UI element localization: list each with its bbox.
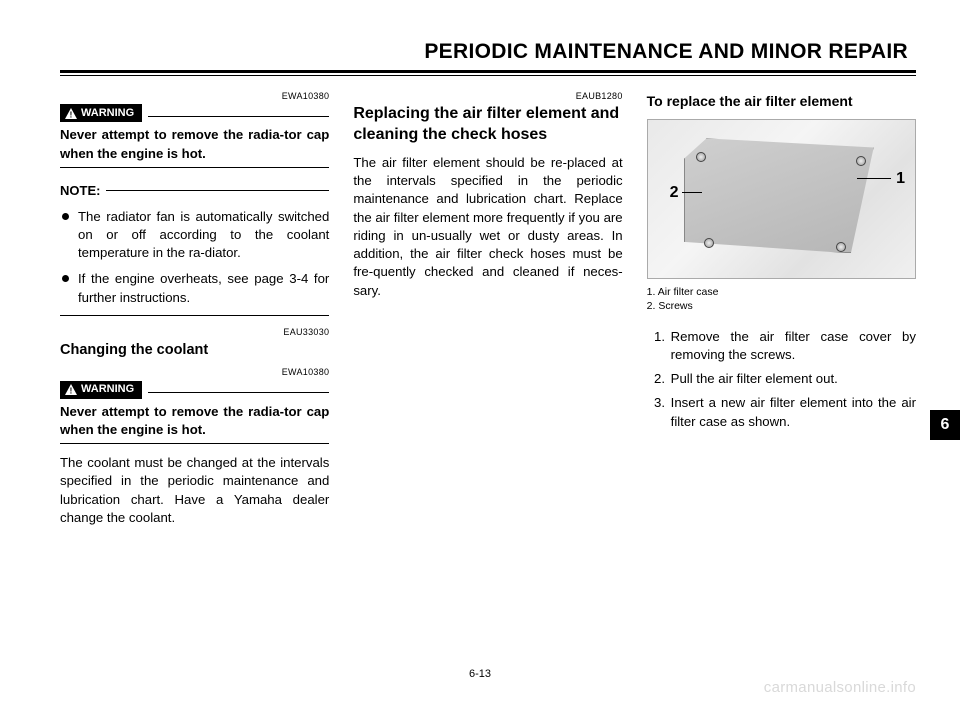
section-title-air-filter: Replacing the air filter element and cle… xyxy=(353,104,622,146)
divider xyxy=(60,167,329,168)
note-item: The radiator fan is automatically switch… xyxy=(78,208,329,263)
coolant-body: The coolant must be changed at the inter… xyxy=(60,454,329,527)
callout-line xyxy=(682,192,702,193)
warning-label: WARNING xyxy=(81,384,134,395)
column-2: EAUB1280 Replacing the air filter elemen… xyxy=(353,90,622,527)
ref-code: EAUB1280 xyxy=(353,90,622,102)
warning-rule xyxy=(148,392,329,393)
callout-2: 2 xyxy=(670,182,679,204)
warning-text: Never attempt to remove the radia-tor ca… xyxy=(60,403,329,439)
warning-badge: ! WARNING xyxy=(60,381,142,399)
svg-text:!: ! xyxy=(70,110,73,119)
air-filter-figure: 1 2 xyxy=(647,119,916,279)
figure-screw xyxy=(704,238,714,248)
figure-screw xyxy=(836,242,846,252)
note-label: NOTE: xyxy=(60,182,100,200)
note-list: The radiator fan is automatically switch… xyxy=(60,208,329,307)
air-filter-body: The air filter element should be re-plac… xyxy=(353,154,622,300)
watermark: carmanualsonline.info xyxy=(764,679,916,696)
callout-line xyxy=(857,178,891,179)
divider xyxy=(60,315,329,316)
warning-rule xyxy=(148,116,329,117)
step-item: Pull the air filter element out. xyxy=(669,370,916,388)
subheading-replace-element: To replace the air filter element xyxy=(647,92,916,111)
note-rule xyxy=(106,190,329,191)
subheading-changing-coolant: Changing the coolant xyxy=(60,340,329,360)
note-item: If the engine overheats, see page 3-4 fo… xyxy=(78,270,329,306)
warning-text: Never attempt to remove the radia-tor ca… xyxy=(60,126,329,162)
warning-heading: ! WARNING xyxy=(60,104,329,122)
callout-1: 1 xyxy=(896,168,905,190)
caption-line: 2. Screws xyxy=(647,299,916,313)
svg-text:!: ! xyxy=(70,387,73,396)
column-3: To replace the air filter element 1 2 1.… xyxy=(647,90,916,527)
warning-badge: ! WARNING xyxy=(60,104,142,122)
step-item: Insert a new air filter element into the… xyxy=(669,394,916,430)
step-item: Remove the air filter case cover by remo… xyxy=(669,328,916,364)
figure-panel xyxy=(684,138,874,253)
divider xyxy=(60,443,329,444)
column-1: EWA10380 ! WARNING Never attempt to remo… xyxy=(60,90,329,527)
content-columns: EWA10380 ! WARNING Never attempt to remo… xyxy=(60,90,916,527)
ref-code: EAU33030 xyxy=(60,326,329,338)
warning-icon: ! xyxy=(65,108,77,119)
ref-code: EWA10380 xyxy=(60,90,329,102)
caption-line: 1. Air filter case xyxy=(647,285,916,299)
manual-page: PERIODIC MAINTENANCE AND MINOR REPAIR EW… xyxy=(0,0,960,708)
replace-steps: Remove the air filter case cover by remo… xyxy=(647,328,916,431)
warning-heading: ! WARNING xyxy=(60,381,329,399)
title-rule xyxy=(60,70,916,76)
warning-icon: ! xyxy=(65,384,77,395)
ref-code: EWA10380 xyxy=(60,366,329,378)
figure-caption: 1. Air filter case 2. Screws xyxy=(647,285,916,313)
chapter-tab: 6 xyxy=(930,410,960,440)
note-heading: NOTE: xyxy=(60,182,329,200)
warning-label: WARNING xyxy=(81,108,134,119)
figure-screw xyxy=(856,156,866,166)
figure-screw xyxy=(696,152,706,162)
page-title: PERIODIC MAINTENANCE AND MINOR REPAIR xyxy=(60,40,916,64)
